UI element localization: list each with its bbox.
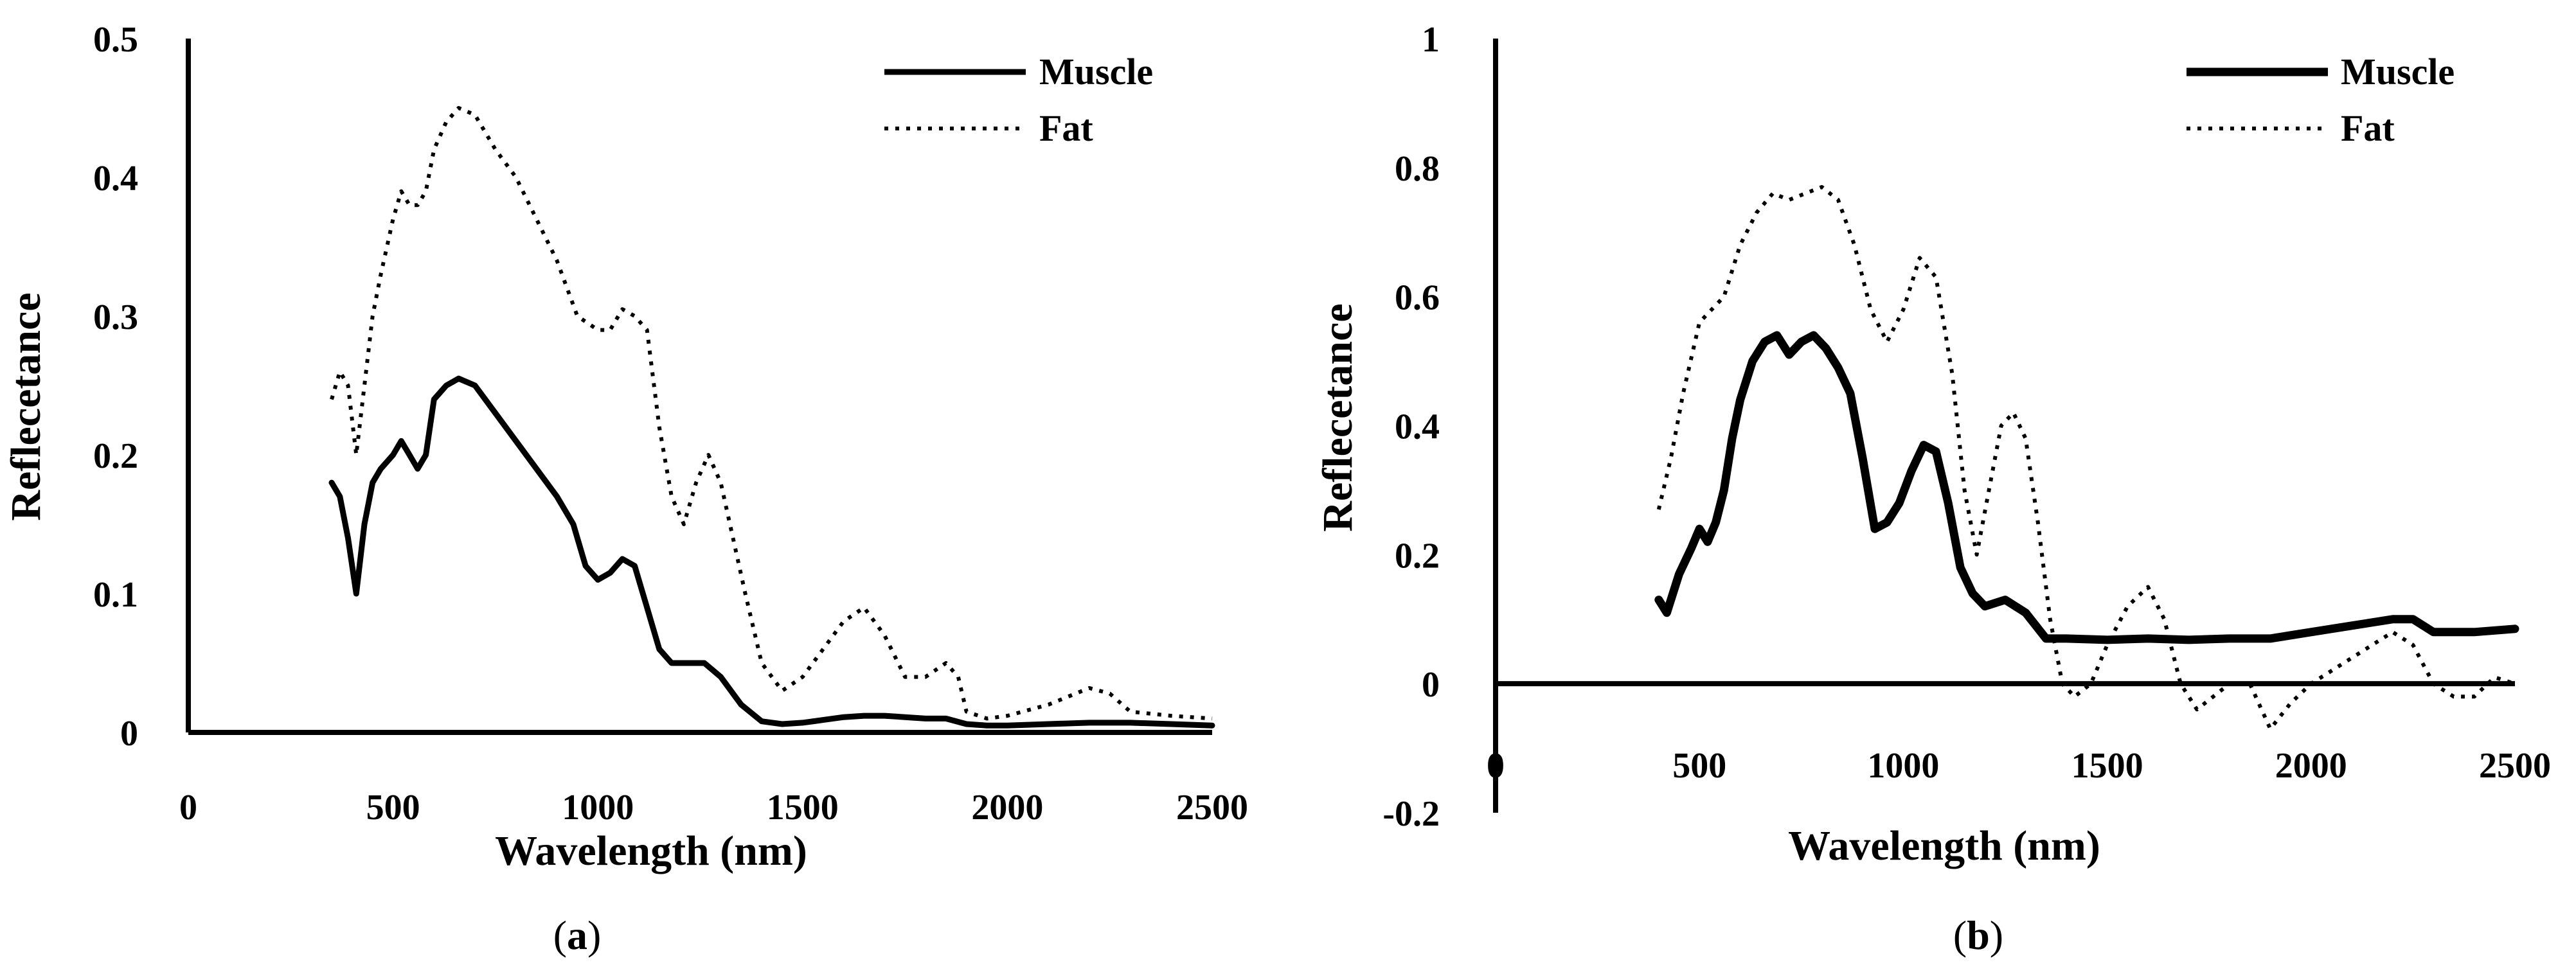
legend-label-fat: Fat [1039, 107, 1093, 149]
x-tick-label: 2500 [1176, 788, 1248, 828]
y-tick-label: 0.5 [93, 20, 138, 60]
y-tick-label: 0 [120, 714, 138, 754]
legend: Muscle Fat [2187, 51, 2455, 149]
x-tick-label: 0 [1487, 746, 1505, 786]
y-tick-label: 0.2 [1395, 536, 1440, 576]
y-tick-label: 0.1 [93, 575, 138, 615]
legend: Muscle Fat [884, 51, 1153, 149]
y-tick-label: 0 [1422, 665, 1440, 705]
plot-area: 0 0.1 0.2 0.3 0.4 0.5 0 500 1000 1500 2000 2500 [93, 20, 1248, 828]
y-axis-title: Reflecetance [3, 292, 49, 520]
y-axis-title: Reflecetance [1314, 303, 1361, 531]
panel-caption-a: (a) [553, 912, 602, 958]
panel-b: -0.2 0 0.2 0.4 0.6 0.8 1 0 500 1000 1500 2000 2500 R… [1314, 20, 2551, 958]
y-tick-label: 0.8 [1395, 149, 1440, 189]
x-tick-label: 500 [366, 788, 420, 828]
y-tick-label: 0.6 [1395, 278, 1440, 318]
series-line-fat [1656, 185, 2516, 731]
legend-label-muscle: Muscle [2341, 51, 2455, 93]
x-tick-label: 500 [1672, 746, 1726, 786]
legend-label-fat: Fat [2341, 107, 2395, 149]
y-tick-label: 0.4 [1395, 407, 1440, 447]
y-tick-label: 1 [1422, 20, 1440, 60]
y-tick-label: -0.2 [1382, 794, 1440, 834]
plot-area: -0.2 0 0.2 0.4 0.6 0.8 1 0 500 1000 1500 2000 2500 [1382, 20, 2551, 834]
x-tick-label: 0 [179, 788, 197, 828]
panel-a: 0 0.1 0.2 0.3 0.4 0.5 0 500 1000 1500 2000 2500 Ref… [3, 20, 1248, 958]
x-tick-label: 2000 [971, 788, 1043, 828]
legend-label-muscle: Muscle [1039, 51, 1153, 93]
x-tick-label: 1000 [562, 788, 634, 828]
x-tick-label: 1000 [1867, 746, 1939, 786]
x-tick-label: 2000 [2275, 746, 2347, 786]
series-line-muscle [1654, 331, 2519, 644]
y-tick-label: 0.2 [93, 436, 138, 476]
y-tick-label: 0.4 [93, 159, 138, 199]
series-line-muscle [328, 375, 1215, 729]
y-tick-label: 0.3 [93, 297, 138, 337]
x-tick-label: 2500 [2479, 746, 2551, 786]
series-line-fat [330, 106, 1213, 721]
x-tick-label: 1500 [2071, 746, 2143, 786]
y-axis-title-text: Reflecetance [3, 292, 49, 520]
x-tick-label: 1500 [767, 788, 839, 828]
y-axis-title-text: Reflecetance [1314, 303, 1361, 531]
x-axis-title: Wavelength (nm) [495, 828, 807, 874]
x-axis-title: Wavelength (nm) [1788, 822, 2100, 869]
panel-caption-b: (b) [1953, 912, 2003, 958]
